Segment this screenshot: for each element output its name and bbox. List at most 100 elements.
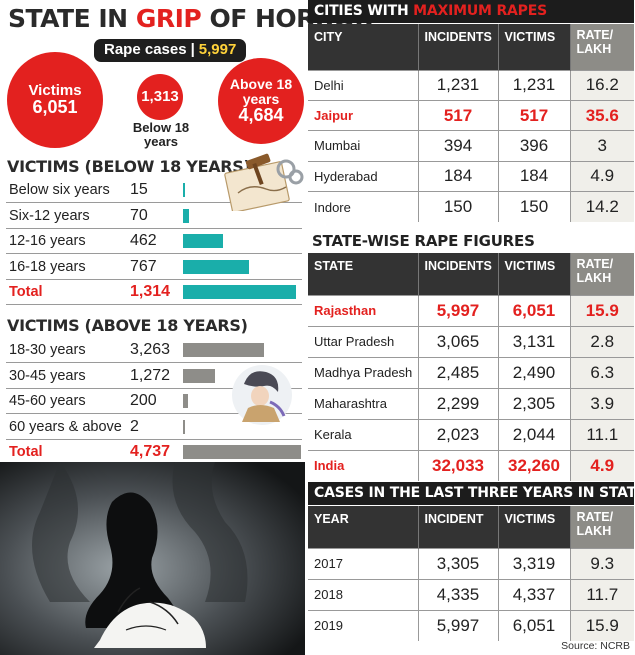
table-cell: 11.7 xyxy=(569,578,634,610)
table-row: India 32,033 32,260 4.9 xyxy=(308,449,634,481)
table-header-row: CITY INCIDENTS VICTIMS RATE/LAKH xyxy=(308,24,634,70)
cities-heading-part1: CITIES WITH xyxy=(314,3,409,19)
bar-row: 12-16 years 462 xyxy=(6,229,302,254)
rape-cases-value: 5,997 xyxy=(198,41,237,58)
table-cell: Rajasthan xyxy=(308,294,418,326)
bar-row: Total 1,314 xyxy=(6,280,302,305)
above18-circle-value: 4,684 xyxy=(238,105,284,126)
bar-category-label: 60 years & above xyxy=(9,418,122,435)
col-header-rate-line2: LAKH xyxy=(576,42,612,57)
bar-category-label: Total xyxy=(9,284,43,300)
below18-label-line1: Below 18 xyxy=(132,120,190,135)
cities-heading: CITIES WITH MAXIMUM RAPES xyxy=(308,0,634,23)
states-heading: STATE-WISE RAPE FIGURES xyxy=(312,232,535,250)
col-header-victims: VICTIMS xyxy=(497,24,570,70)
col-header-rate: RATE/LAKH xyxy=(569,24,634,70)
bar-value-label: 70 xyxy=(130,206,148,224)
bar-value-label: 15 xyxy=(130,181,148,198)
table-cell: 3.9 xyxy=(569,387,634,419)
bar-row: 45-60 years 200 xyxy=(6,389,302,414)
table-cell: 1,231 xyxy=(417,69,498,101)
below18-heading: VICTIMS (BELOW 18 YEARS) xyxy=(7,157,251,176)
bar-value-label: 2 xyxy=(130,417,139,435)
table-header-row: STATE INCIDENTS VICTIMS RATE/LAKH xyxy=(308,253,634,295)
below18-label-line2: years xyxy=(144,133,178,149)
bar-value-label: 4,737 xyxy=(130,443,171,460)
bar-row: 16-18 years 767 xyxy=(6,255,302,280)
table-cell: 15.9 xyxy=(569,609,634,641)
table-cell: 394 xyxy=(417,130,498,162)
col-header-incidents: INCIDENTS xyxy=(417,253,498,295)
col-header-victims: VICTIMS xyxy=(497,253,570,295)
table-cell: Jaipur xyxy=(308,99,418,131)
table-cell: 517 xyxy=(417,99,498,131)
table-cell: 150 xyxy=(417,191,498,222)
table-cell: 150 xyxy=(497,191,570,222)
table-header-row: YEAR INCIDENT VICTIMS RATE/LAKH xyxy=(308,506,634,548)
states-table: STATE INCIDENTS VICTIMS RATE/LAKH Rajast… xyxy=(308,253,634,481)
above18-label-line2: years xyxy=(242,90,280,107)
col-header-rate-line1: RATE/ xyxy=(576,28,614,42)
table-cell: 2.8 xyxy=(569,325,634,357)
table-cell: Indore xyxy=(308,191,418,222)
table-cell: 6,051 xyxy=(497,294,570,326)
table-cell: 2,485 xyxy=(417,356,498,388)
table-cell: 4.9 xyxy=(569,160,634,192)
bar-value-label: 1,272 xyxy=(130,366,171,384)
victims-circle-value: 6,051 xyxy=(32,97,78,118)
table-cell: Madhya Pradesh xyxy=(308,356,418,388)
table-cell: 16.2 xyxy=(569,69,634,101)
table-row: Indore 150 150 14.2 xyxy=(308,191,634,222)
col-header-rate-line2: LAKH xyxy=(576,271,612,286)
table-cell: 3,065 xyxy=(417,325,498,357)
victims-circle: Victims 6,051 xyxy=(7,52,103,148)
bar-row: 60 years & above 2 xyxy=(6,415,302,440)
years-heading: CASES IN THE LAST THREE YEARS IN STATE xyxy=(308,482,635,505)
table-cell: Maharashtra xyxy=(308,387,418,419)
col-header-rate-line2: LAKH xyxy=(576,524,612,539)
table-cell: 4,337 xyxy=(497,578,570,610)
table-cell: 2,299 xyxy=(417,387,498,419)
bar-value-label: 1,314 xyxy=(130,283,171,300)
table-cell: 2,305 xyxy=(497,387,570,419)
years-table: YEAR INCIDENT VICTIMS RATE/LAKH 2017 3,30… xyxy=(308,506,634,641)
table-cell: 184 xyxy=(497,160,570,192)
bar-category-label: 18-30 years xyxy=(9,342,86,358)
col-header-year: YEAR xyxy=(308,506,418,548)
table-cell: Delhi xyxy=(308,69,418,101)
table-cell: 3,131 xyxy=(497,325,570,357)
table-cell: 396 xyxy=(497,130,570,162)
table-cell: 184 xyxy=(417,160,498,192)
col-header-victims: VICTIMS xyxy=(497,506,570,548)
bar-value-label: 462 xyxy=(130,232,157,249)
bar xyxy=(183,234,223,248)
table-row: Madhya Pradesh 2,485 2,490 6.3 xyxy=(308,356,634,388)
col-header-rate-line1: RATE/ xyxy=(576,257,614,271)
table-cell: 32,033 xyxy=(417,449,498,481)
table-cell: Hyderabad xyxy=(308,160,418,192)
rape-cases-label: Rape cases xyxy=(104,41,187,58)
table-cell: 2,044 xyxy=(497,418,570,450)
cities-heading-part2: MAXIMUM RAPES xyxy=(413,3,547,19)
table-cell: 5,997 xyxy=(417,294,498,326)
bar-value-label: 3,263 xyxy=(130,341,171,358)
bar xyxy=(183,183,185,197)
table-cell: 3 xyxy=(569,130,634,162)
bar-row: Six-12 years 70 xyxy=(6,204,302,229)
table-cell: 32,260 xyxy=(497,449,570,481)
table-row: 2019 5,997 6,051 15.9 xyxy=(308,609,634,641)
woman-silhouette-artwork xyxy=(0,462,305,655)
bar-row: Below six years 15 xyxy=(6,178,302,203)
bar xyxy=(183,419,185,434)
table-cell: 2019 xyxy=(308,609,418,641)
above18-label-line1: Above 18 xyxy=(229,75,293,92)
bar-row: 30-45 years 1,272 xyxy=(6,364,302,389)
table-row: Delhi 1,231 1,231 16.2 xyxy=(308,69,634,101)
bar-row: 18-30 years 3,263 xyxy=(6,338,302,363)
table-cell: 1,231 xyxy=(497,69,570,101)
bar xyxy=(183,445,301,459)
table-row: Rajasthan 5,997 6,051 15.9 xyxy=(308,294,634,326)
victim-illustration xyxy=(232,365,292,425)
above18-circle: Above 18 years 4,684 xyxy=(218,58,304,144)
table-cell: 2017 xyxy=(308,547,418,579)
